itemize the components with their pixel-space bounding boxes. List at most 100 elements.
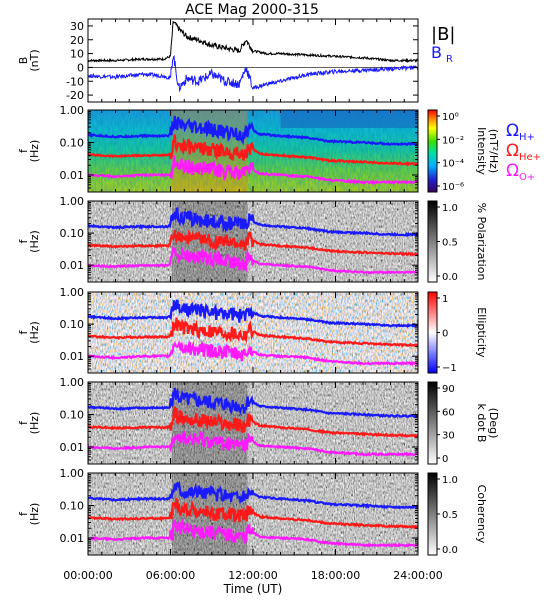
svg-text:He+: He+ xyxy=(519,152,541,163)
gyrofrequency-trace-heplus xyxy=(88,134,418,167)
series-line-b-r xyxy=(87,54,419,93)
colorbar-tick-label: −1 xyxy=(442,363,457,374)
colorbar-tick-label: 10⁻⁶ xyxy=(442,182,464,193)
freq-tick-label: 0.01 xyxy=(60,350,85,363)
gyrofrequency-trace-heplus xyxy=(88,317,418,348)
colorbar-label: Intensity xyxy=(475,127,488,175)
y-tick-label: 0 xyxy=(77,61,84,74)
colorbar-tick-label: 0.5 xyxy=(442,238,458,249)
colorbar-tick-label: 30 xyxy=(442,431,455,442)
ellipticity-panel: 1.00 0.10 0.01 f(Hz) 1 0 −1 Ellipticity xyxy=(17,286,488,374)
colorbar-label: (Deg) xyxy=(487,408,500,439)
coherency-panel: 1.00 0.10 0.01 f(Hz) 1.0 0.5 0.0 Coherency 00:00… xyxy=(17,467,488,596)
x-tick-label: 24:00:00 xyxy=(393,569,442,582)
y-axis-label: B xyxy=(17,57,30,65)
colorbar-label: % Polarization xyxy=(475,203,488,281)
freq-tick-label: 1.00 xyxy=(60,104,85,117)
colorbar-tick-label: 0.5 xyxy=(442,510,458,521)
series-line-b-total xyxy=(87,21,419,64)
freq-tick-label: 0.10 xyxy=(60,227,85,240)
colorbar-tick-label: 10⁰ xyxy=(442,112,459,123)
gyrofrequency-trace-hplus xyxy=(88,115,418,147)
gyrofrequency-trace-oplus xyxy=(88,155,418,185)
y-tick-label: -20 xyxy=(66,89,84,102)
svg-text:Ω: Ω xyxy=(506,121,519,141)
colorbar-tick-label: 1.0 xyxy=(442,203,458,214)
freq-tick-label: 1.00 xyxy=(60,467,85,480)
colorbar-tick-label: 10⁻⁴ xyxy=(442,159,464,170)
freq-tick-label: 0.10 xyxy=(60,500,85,513)
freq-tick-label: 1.00 xyxy=(60,286,85,299)
gyrofrequency-trace-oplus xyxy=(88,245,418,275)
y-axis-label: f xyxy=(17,238,30,243)
legend-b-r-subscript: R xyxy=(446,54,453,65)
gyrofrequency-trace-heplus xyxy=(88,497,418,530)
freq-tick-label: 1.00 xyxy=(60,376,85,389)
y-axis-label: (Hz) xyxy=(28,140,41,163)
colorbar-tick-label: 60 xyxy=(442,407,455,418)
svg-text:Ω: Ω xyxy=(506,161,519,181)
colorbar xyxy=(427,109,438,193)
intensity-panel: 1.00 0.10 0.01 f(Hz) 10⁰ 10⁻² 10⁻⁴ 10⁻⁶ Intensit… xyxy=(17,104,500,193)
y-tick-label: 10 xyxy=(70,48,84,61)
y-axis-label: f xyxy=(17,329,30,334)
svg-text:Ω: Ω xyxy=(506,141,519,161)
colorbar-label: Ellipticity xyxy=(475,307,488,358)
colorbar-tick-label: 0.0 xyxy=(442,272,458,283)
polarization-panel: 1.00 0.10 0.01 f(Hz) 1.0 0.5 0.0 % Polarization xyxy=(17,195,488,283)
x-tick-label: 06:00:00 xyxy=(146,569,195,582)
y-tick-label: 30 xyxy=(70,20,84,33)
legend-omega-oplus: Ω O+ xyxy=(506,161,535,183)
y-tick-label: 20 xyxy=(70,34,84,47)
freq-tick-label: 0.10 xyxy=(60,409,85,422)
y-axis-label: (Hz) xyxy=(28,503,41,526)
kdotb-panel: 1.00 0.10 0.01 f(Hz) 90 60 30 0 k dot B (Deg) xyxy=(17,376,500,465)
freq-tick-label: 0.01 xyxy=(60,441,85,454)
gyrofrequency-trace-oplus xyxy=(88,517,418,548)
colorbar xyxy=(427,472,438,556)
legend-b-r: B xyxy=(431,43,442,62)
colorbar-tick-label: 0 xyxy=(442,329,448,340)
legend-omega-hplus: Ω H+ xyxy=(506,121,535,143)
y-tick-label: -10 xyxy=(66,75,84,88)
colorbar-tick-label: 1.0 xyxy=(442,475,458,486)
x-tick-label: 00:00:00 xyxy=(63,569,112,582)
colorbar-label: (nT²/Hz) xyxy=(487,129,500,173)
legend-omega-heplus: Ω He+ xyxy=(506,141,541,163)
y-axis-label: (nT) xyxy=(28,49,41,71)
gyrofrequency-trace-oplus xyxy=(88,339,418,367)
figure-title: ACE Mag 2000-315 xyxy=(185,2,319,18)
freq-tick-label: 0.01 xyxy=(60,169,85,182)
x-axis-label: Time (UT) xyxy=(223,582,283,596)
x-tick-label: 18:00:00 xyxy=(311,569,360,582)
y-axis-label: (Hz) xyxy=(28,412,41,435)
freq-tick-label: 1.00 xyxy=(60,195,85,208)
y-axis-label: (Hz) xyxy=(28,230,41,253)
freq-tick-label: 0.10 xyxy=(60,137,85,150)
gyrofrequency-trace-hplus xyxy=(88,480,418,510)
colorbar-tick-label: 10⁻² xyxy=(442,135,464,146)
colorbar xyxy=(427,291,438,374)
x-tick-label: 12:00:00 xyxy=(228,569,277,582)
y-axis-label: f xyxy=(17,511,30,516)
colorbar-label: Coherency xyxy=(475,485,488,544)
plot-frame xyxy=(87,18,419,103)
y-axis-label: (Hz) xyxy=(28,321,41,344)
gyrofrequency-trace-hplus xyxy=(88,299,418,329)
gyrofrequency-trace-heplus xyxy=(88,229,418,257)
colorbar xyxy=(427,381,438,465)
colorbar xyxy=(427,200,438,283)
gyrofrequency-trace-oplus xyxy=(88,428,418,458)
freq-tick-label: 0.01 xyxy=(60,259,85,272)
svg-text:H+: H+ xyxy=(519,132,535,143)
colorbar-tick-label: 90 xyxy=(442,384,455,395)
gyrofrequency-trace-hplus xyxy=(88,387,418,419)
colorbar-label: k dot B xyxy=(475,404,488,443)
legend-b-total: |B| xyxy=(431,24,455,45)
colorbar-tick-label: 1 xyxy=(442,294,448,305)
gyrofrequency-trace-hplus xyxy=(88,207,418,238)
colorbar-tick-label: 0 xyxy=(442,454,448,465)
y-axis-label: f xyxy=(17,148,30,153)
